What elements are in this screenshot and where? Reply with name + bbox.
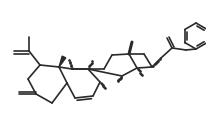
Polygon shape	[59, 56, 66, 67]
